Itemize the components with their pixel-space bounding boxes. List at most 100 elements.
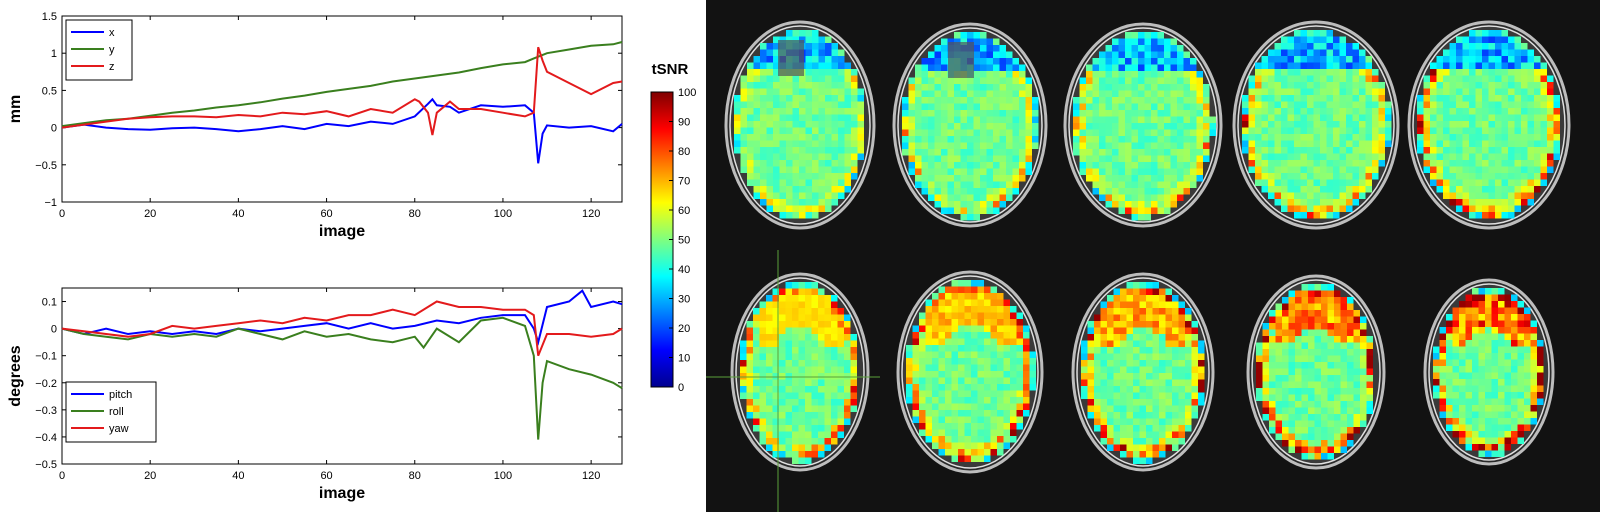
tsnr-voxel xyxy=(1010,351,1017,358)
tsnr-voxel xyxy=(1177,71,1184,78)
tsnr-voxel xyxy=(1113,438,1120,445)
tsnr-voxel xyxy=(1462,43,1469,50)
tsnr-voxel xyxy=(1203,90,1210,97)
tsnr-voxel xyxy=(1120,386,1127,393)
tsnr-voxel xyxy=(941,97,948,104)
tsnr-voxel xyxy=(1295,401,1302,408)
tsnr-voxel xyxy=(964,325,971,332)
tsnr-voxel xyxy=(1242,101,1249,108)
tsnr-voxel xyxy=(1443,127,1450,134)
tsnr-voxel xyxy=(1165,431,1172,438)
tsnr-voxel xyxy=(1443,173,1450,180)
tsnr-voxel xyxy=(1131,45,1138,52)
tsnr-voxel xyxy=(1092,155,1099,162)
tsnr-voxel xyxy=(1274,127,1281,134)
tsnr-voxel xyxy=(1170,175,1177,182)
tsnr-voxel xyxy=(960,110,967,117)
tsnr-voxel xyxy=(902,123,909,130)
tsnr-voxel xyxy=(1313,173,1320,180)
tsnr-voxel xyxy=(785,360,792,367)
tsnr-voxel xyxy=(759,347,766,354)
tsnr-voxel xyxy=(1334,316,1341,323)
tsnr-voxel xyxy=(746,399,753,406)
tsnr-voxel xyxy=(753,62,760,69)
tsnr-voxel xyxy=(1359,134,1366,141)
tsnr-voxel xyxy=(1157,58,1164,65)
tsnr-voxel xyxy=(1295,316,1302,323)
tsnr-voxel xyxy=(1300,82,1307,89)
tsnr-voxel xyxy=(964,319,971,326)
tsnr-voxel xyxy=(1372,82,1379,89)
tsnr-voxel xyxy=(1339,205,1346,212)
tsnr-voxel xyxy=(1378,147,1385,154)
tsnr-voxel xyxy=(980,175,987,182)
tsnr-voxel xyxy=(912,358,919,365)
tsnr-voxel xyxy=(938,449,945,456)
tsnr-voxel xyxy=(1172,301,1179,308)
tsnr-voxel xyxy=(766,444,773,451)
tsnr-voxel xyxy=(772,340,779,347)
tsnr-voxel xyxy=(799,30,806,37)
tsnr-voxel xyxy=(1191,405,1198,412)
tsnr-voxel xyxy=(1196,97,1203,104)
tsnr-voxel xyxy=(1203,97,1210,104)
tsnr-voxel xyxy=(1281,62,1288,69)
tsnr-voxel xyxy=(947,194,954,201)
tsnr-voxel xyxy=(746,386,753,393)
tsnr-voxel xyxy=(1255,140,1262,147)
tsnr-voxel xyxy=(812,101,819,108)
tsnr-voxel xyxy=(954,188,961,195)
tsnr-voxel xyxy=(1300,56,1307,63)
tsnr-voxel xyxy=(1443,114,1450,121)
tsnr-voxel xyxy=(805,282,812,289)
tsnr-voxel xyxy=(1016,358,1023,365)
tsnr-voxel xyxy=(1159,386,1166,393)
tsnr-voxel xyxy=(1339,192,1346,199)
tsnr-voxel xyxy=(1023,338,1030,345)
tsnr-voxel xyxy=(1172,392,1179,399)
tsnr-voxel xyxy=(1144,38,1151,45)
tsnr-voxel xyxy=(1086,155,1093,162)
tsnr-voxel xyxy=(1125,162,1132,169)
tsnr-voxel xyxy=(1478,333,1485,340)
colorbar-tick-label: 100 xyxy=(678,87,696,99)
tsnr-voxel xyxy=(1469,121,1476,128)
tsnr-voxel xyxy=(1086,136,1093,143)
tsnr-voxel xyxy=(818,379,825,386)
tsnr-voxel xyxy=(1320,140,1327,147)
tsnr-voxel xyxy=(1094,392,1101,399)
tsnr-voxel xyxy=(928,188,935,195)
tsnr-voxel xyxy=(773,160,780,167)
tsnr-voxel xyxy=(1365,179,1372,186)
tsnr-voxel xyxy=(1131,175,1138,182)
tsnr-voxel xyxy=(1511,418,1518,425)
tsnr-voxel xyxy=(805,295,812,302)
tsnr-voxel xyxy=(805,82,812,89)
tsnr-voxel xyxy=(973,64,980,71)
tsnr-voxel xyxy=(1521,134,1528,141)
tsnr-voxel xyxy=(1144,149,1151,156)
tsnr-voxel xyxy=(798,314,805,321)
tsnr-voxel xyxy=(1307,186,1314,193)
tsnr-voxel xyxy=(1019,84,1026,91)
tsnr-voxel xyxy=(824,444,831,451)
tsnr-voxel xyxy=(964,364,971,371)
tsnr-voxel xyxy=(1449,75,1456,82)
tsnr-voxel xyxy=(1436,121,1443,128)
tsnr-voxel xyxy=(999,136,1006,143)
tsnr-voxel xyxy=(773,121,780,128)
tsnr-voxel xyxy=(1196,149,1203,156)
tsnr-voxel xyxy=(947,181,954,188)
tsnr-voxel xyxy=(934,84,941,91)
tsnr-voxel xyxy=(925,299,932,306)
tsnr-voxel xyxy=(1203,155,1210,162)
tsnr-voxel xyxy=(760,134,767,141)
tsnr-voxel xyxy=(1268,160,1275,167)
tsnr-voxel xyxy=(945,436,952,443)
tsnr-voxel xyxy=(1094,347,1101,354)
tsnr-voxel xyxy=(1133,301,1140,308)
tsnr-voxel xyxy=(1151,181,1158,188)
tsnr-voxel xyxy=(1146,360,1153,367)
tsnr-voxel xyxy=(958,351,965,358)
tsnr-voxel xyxy=(1157,129,1164,136)
